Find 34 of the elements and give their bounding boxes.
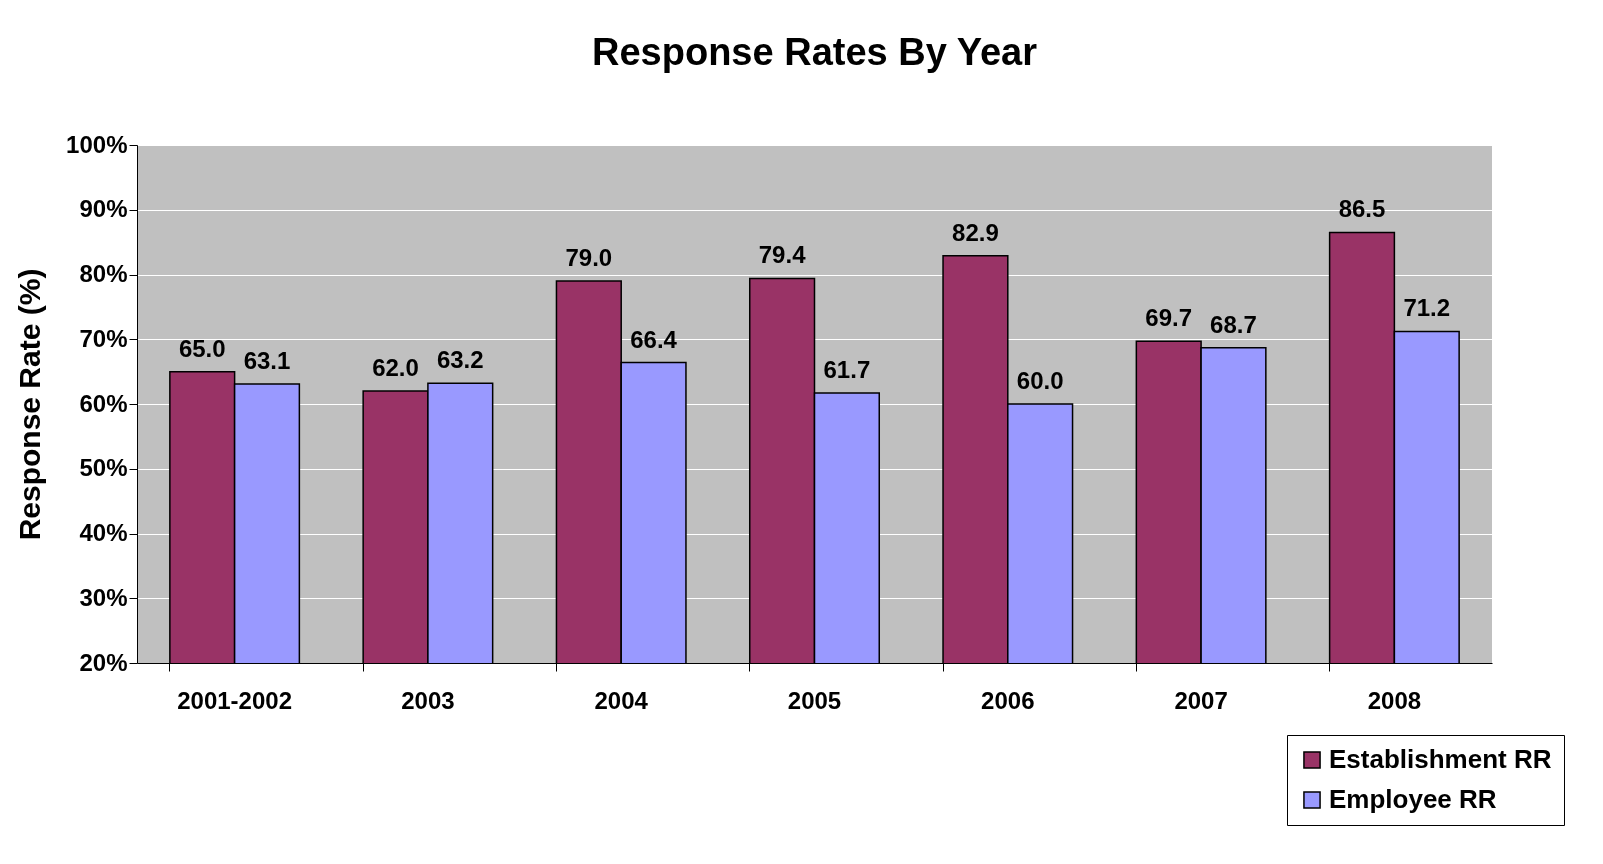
data-label: 79.0 xyxy=(565,243,613,271)
x-tick-label: 2008 xyxy=(1367,686,1422,714)
y-tick-label: 30% xyxy=(79,583,128,611)
y-tick-label: 20% xyxy=(79,648,128,676)
data-label: 86.5 xyxy=(1338,195,1386,223)
data-label: 66.4 xyxy=(630,325,678,353)
x-tick-label: 2005 xyxy=(787,686,842,714)
y-tick-label: 90% xyxy=(79,195,128,223)
y-tick-label: 100% xyxy=(66,130,128,158)
x-tick-label: 2003 xyxy=(401,686,455,714)
y-tick-label: 70% xyxy=(79,324,128,352)
chart-title: Response Rates By Year xyxy=(592,31,1038,73)
data-label: 61.7 xyxy=(823,355,871,383)
data-label: 63.1 xyxy=(243,346,291,374)
data-label: 65.0 xyxy=(178,334,226,362)
data-label: 82.9 xyxy=(952,218,999,246)
x-tick-label: 2004 xyxy=(594,686,649,714)
y-tick-label: 80% xyxy=(79,260,128,287)
y-axis-title: Response Rate (%) xyxy=(13,268,47,541)
x-tick-label: 2006 xyxy=(981,686,1035,714)
data-label: 71.2 xyxy=(1403,294,1451,322)
legend-label: Employee RR xyxy=(1329,784,1497,814)
x-tick-label: 2007 xyxy=(1174,686,1228,714)
x-tick-label: 2001-2002 xyxy=(177,686,292,714)
y-tick-label: 60% xyxy=(79,389,128,417)
data-label: 69.7 xyxy=(1145,304,1193,332)
y-tick-label: 50% xyxy=(79,454,128,482)
data-label: 60.0 xyxy=(1016,367,1064,394)
data-label: 63.2 xyxy=(436,346,484,374)
data-label: 68.7 xyxy=(1210,310,1257,338)
data-label: 79.4 xyxy=(758,241,807,269)
data-label: 62.0 xyxy=(372,354,419,382)
y-tick-label: 40% xyxy=(79,519,128,546)
legend-label: Establishment RR xyxy=(1329,744,1552,774)
